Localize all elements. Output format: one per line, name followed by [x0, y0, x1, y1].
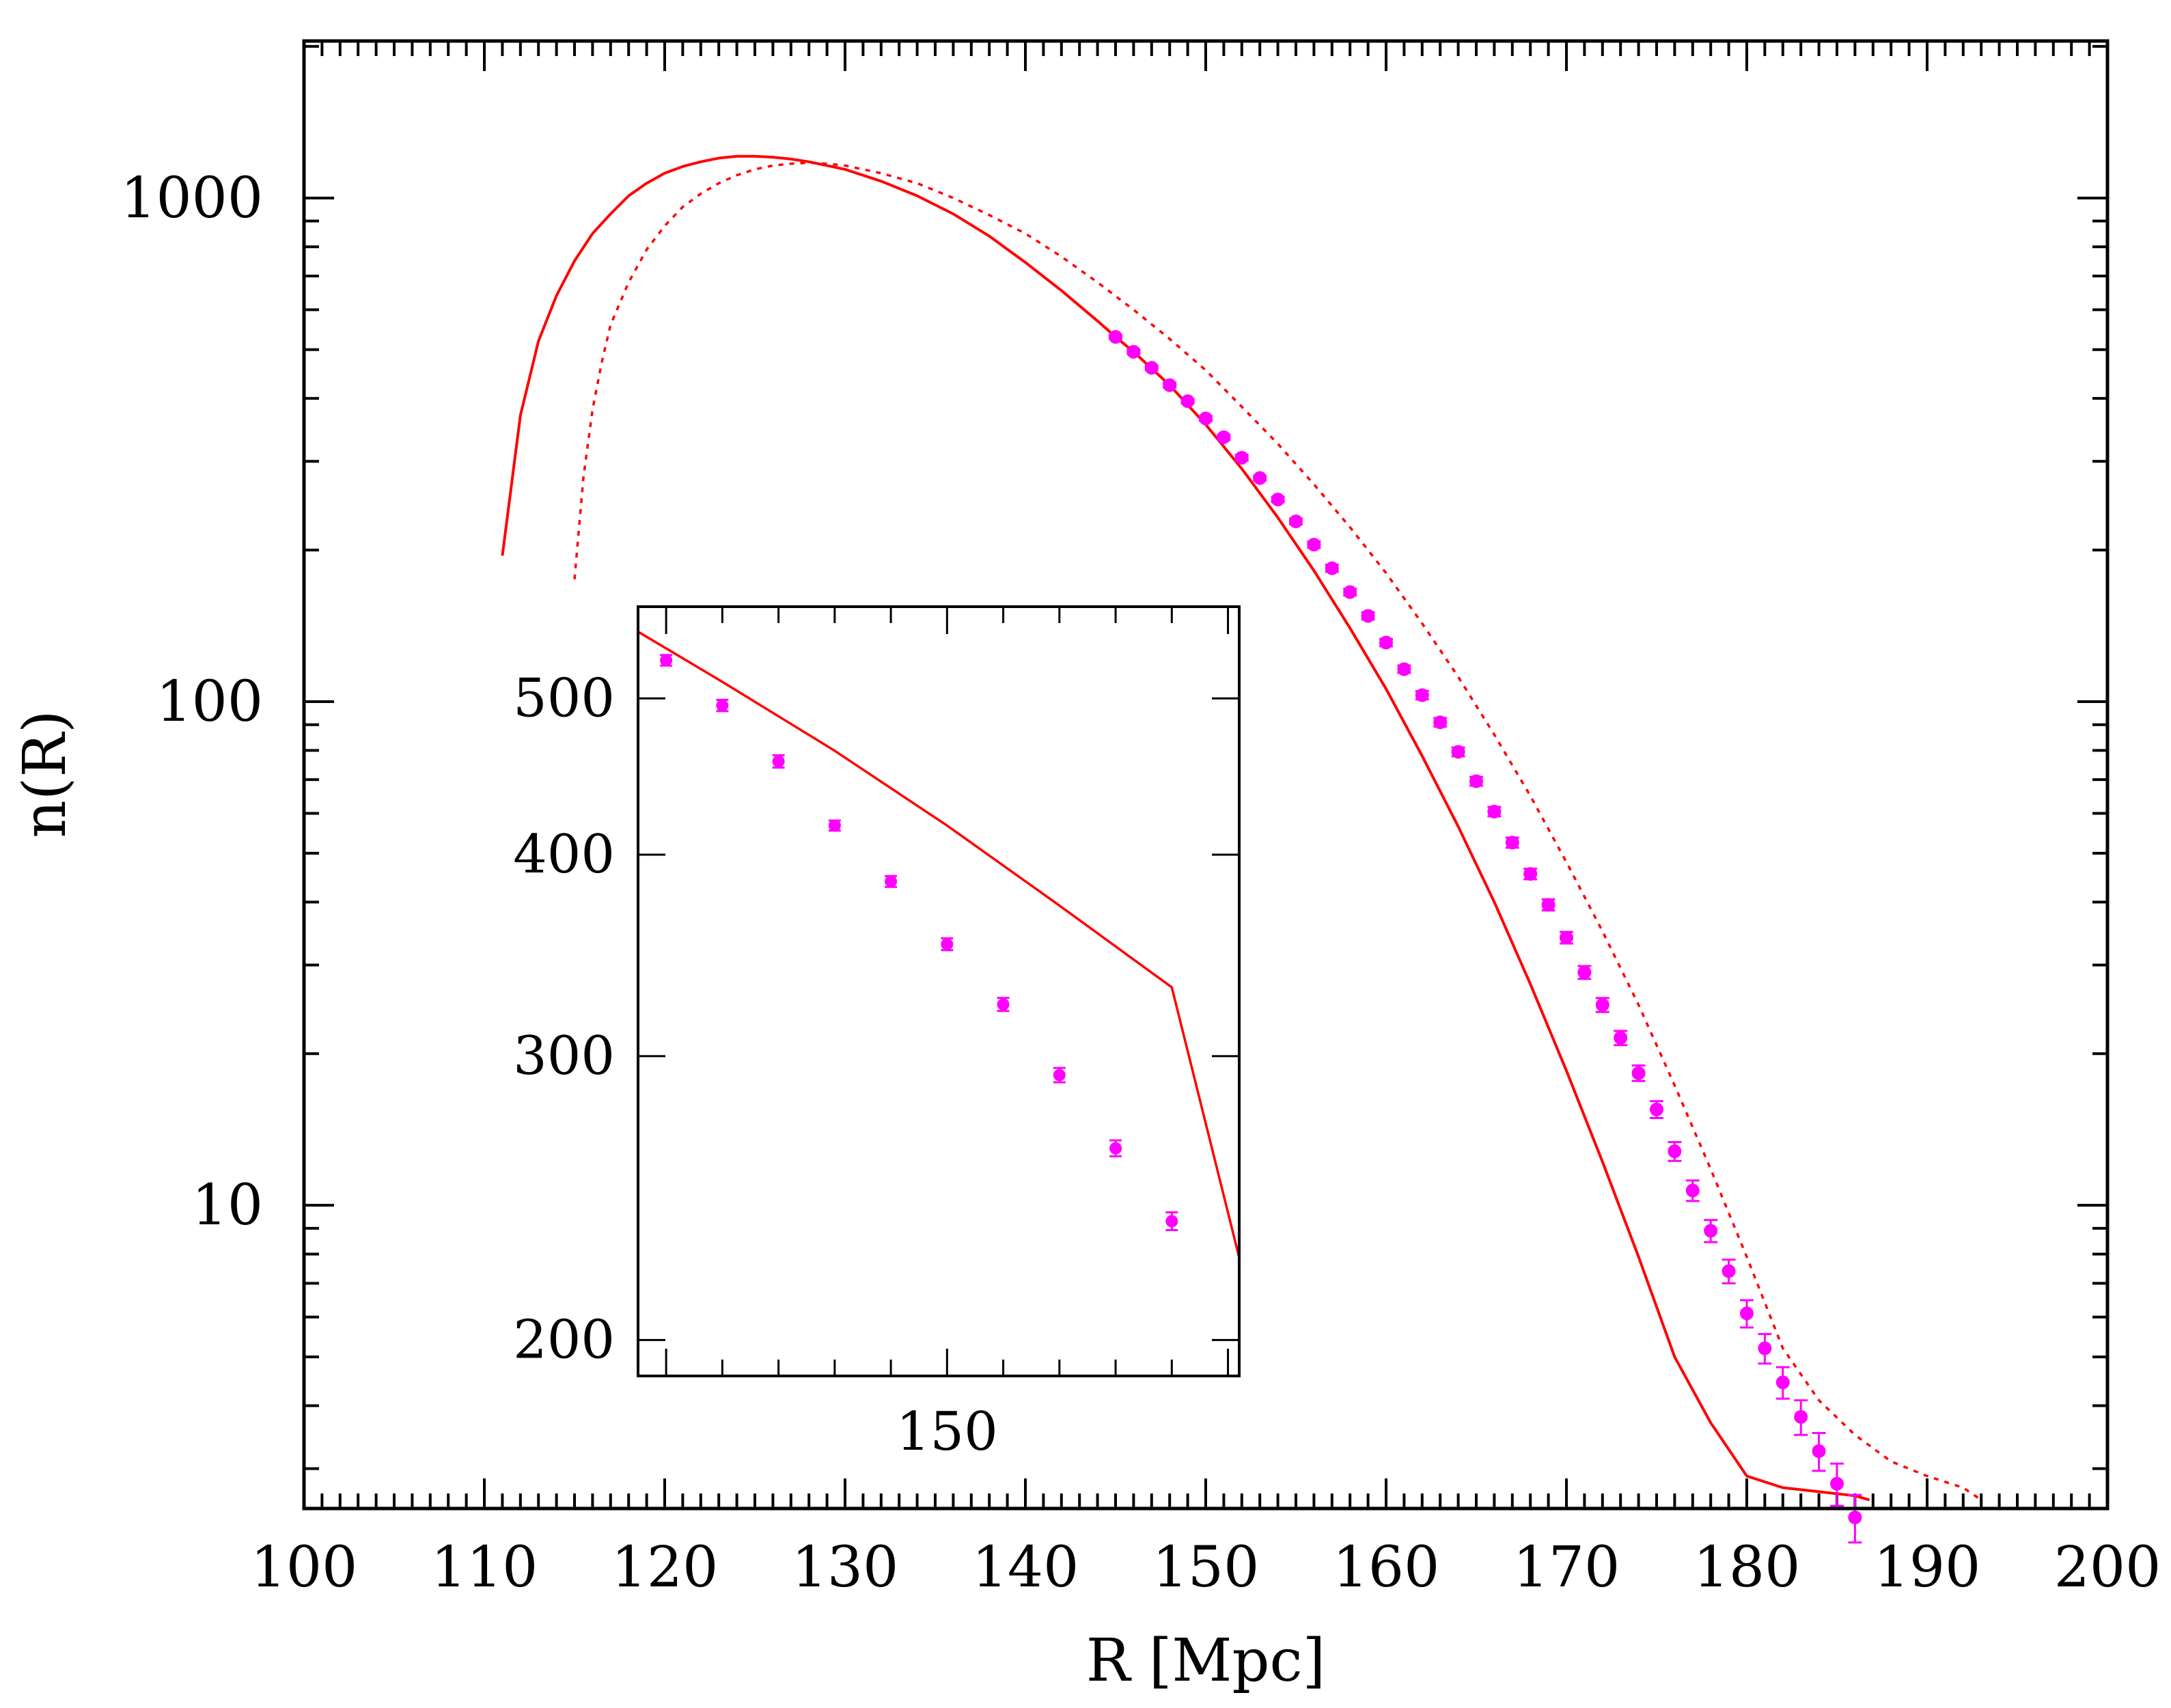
inset-point: [660, 654, 673, 667]
main-point: [1812, 1444, 1826, 1459]
main-data-points: [1109, 330, 1862, 1544]
main-point: [1775, 1375, 1790, 1390]
main-plot-frame: [302, 39, 2110, 1511]
x-tick-label: 170: [1513, 1535, 1620, 1600]
inset-point: [716, 699, 729, 712]
inset-point: [1109, 1142, 1122, 1155]
inset-x-tick-label: 150: [896, 1401, 998, 1463]
x-tick-label: 140: [972, 1535, 1079, 1600]
main-point: [1631, 1066, 1646, 1080]
inset-point: [1165, 1215, 1178, 1228]
inset-model-line: [637, 631, 1241, 1258]
main-point: [1199, 411, 1213, 426]
inset-point: [885, 875, 898, 888]
main-point: [1487, 804, 1502, 818]
inset-point: [941, 938, 954, 951]
inset-y-tick-label: 500: [513, 667, 615, 729]
main-point: [1560, 931, 1573, 945]
main-point: [1253, 471, 1267, 485]
x-tick-label: 100: [251, 1535, 358, 1600]
y-tick-label: 10: [192, 1173, 263, 1238]
main-point: [1343, 585, 1357, 599]
main-point: [1307, 538, 1321, 552]
inset-y-tick-label: 300: [513, 1025, 615, 1087]
inset-point: [1053, 1069, 1066, 1082]
x-tick-label: 160: [1333, 1535, 1440, 1600]
main-point: [1289, 514, 1303, 529]
main-point: [1740, 1306, 1754, 1321]
inset-y-tick-label: 400: [513, 824, 615, 885]
main-point: [1144, 361, 1159, 375]
x-tick-label: 200: [2054, 1535, 2161, 1600]
main-point: [1523, 867, 1538, 881]
main-point: [1325, 561, 1339, 575]
y-axis-label: n(R): [11, 710, 79, 838]
main-series: [501, 154, 1982, 1502]
main-point: [1217, 430, 1231, 444]
inset-plot-frame: [637, 605, 1241, 1377]
inset-ticks: [638, 607, 1239, 1376]
inset-point: [828, 819, 841, 832]
main-point: [1650, 1102, 1663, 1116]
inset-series: [637, 631, 1241, 1258]
main-point: [1109, 330, 1122, 344]
main-point: [1469, 774, 1483, 788]
x-tick-label: 120: [611, 1535, 719, 1600]
main-point: [1794, 1409, 1808, 1424]
x-tick-label: 150: [1152, 1535, 1260, 1600]
main-point: [1126, 344, 1141, 359]
y-tick-label: 100: [156, 670, 263, 734]
inset-point: [997, 998, 1010, 1011]
main-point: [1830, 1476, 1844, 1491]
main-point: [1685, 1183, 1700, 1198]
main-point: [1704, 1224, 1718, 1238]
x-tick-label: 110: [431, 1535, 538, 1600]
main-point: [1361, 609, 1375, 623]
x-tick-label: 180: [1693, 1535, 1801, 1600]
main-point: [1234, 450, 1249, 465]
inset-tick-labels: 150 200 300 400 500: [513, 667, 998, 1463]
solid-model-line: [501, 154, 1870, 1502]
main-point: [1668, 1144, 1682, 1159]
inset-background: [638, 607, 1239, 1376]
main-point: [1541, 898, 1555, 912]
main-point: [1721, 1264, 1736, 1278]
inset-data-points: [660, 654, 1178, 1232]
main-ticks: [303, 41, 2109, 1509]
main-point: [1433, 715, 1448, 730]
inset-plot-panel: 150 200 300 400 500: [513, 605, 1241, 1463]
main-tick-labels: 100 110 120 130 140 150 160 170 180 190 200 10 100 10…: [120, 166, 2161, 1600]
dotted-model-line: [573, 161, 1982, 1501]
main-point: [1451, 745, 1465, 759]
main-point: [1397, 662, 1411, 676]
main-point: [1577, 965, 1592, 980]
inset-y-tick-label: 200: [513, 1309, 615, 1370]
main-point: [1614, 1031, 1628, 1045]
x-tick-label: 190: [1874, 1535, 1981, 1600]
main-point: [1163, 378, 1177, 392]
main-point: [1415, 688, 1429, 702]
main-point: [1379, 635, 1393, 650]
main-plot-panel: 100 110 120 130 140 150 160 170 180 190 200 10 100 10…: [11, 39, 2161, 1695]
x-tick-label: 130: [792, 1535, 899, 1600]
main-point: [1505, 836, 1519, 850]
main-point: [1595, 997, 1609, 1012]
main-point: [1180, 394, 1195, 409]
inset-point: [772, 755, 785, 768]
main-point: [1758, 1341, 1772, 1355]
main-point: [1848, 1511, 1862, 1525]
y-tick-label: 1000: [120, 166, 263, 231]
main-point: [1271, 493, 1285, 507]
x-axis-label: R [Mpc]: [1086, 1627, 1325, 1695]
